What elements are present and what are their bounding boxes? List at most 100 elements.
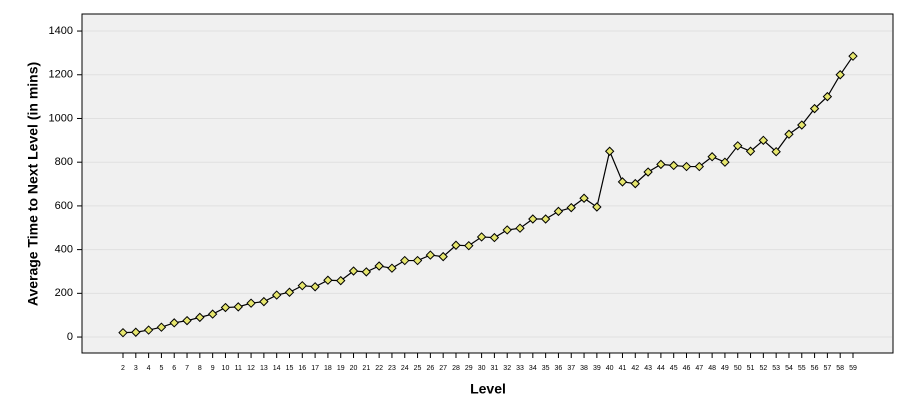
data-point xyxy=(425,250,436,260)
x-tick-label: 38 xyxy=(580,365,588,372)
data-point xyxy=(464,240,474,251)
x-tick-label: 32 xyxy=(503,365,511,372)
x-tick-label: 13 xyxy=(260,365,268,372)
x-tick-label: 8 xyxy=(198,365,202,372)
data-point xyxy=(400,255,410,266)
data-point xyxy=(694,161,705,172)
data-point xyxy=(195,312,205,323)
x-tick-label: 55 xyxy=(798,365,806,372)
x-tick-label: 17 xyxy=(311,365,319,372)
data-point xyxy=(233,302,243,312)
data-point xyxy=(617,177,628,187)
x-tick-label: 30 xyxy=(478,365,486,372)
data-point xyxy=(668,160,679,171)
data-point xyxy=(476,232,487,242)
data-point xyxy=(656,159,666,170)
data-point xyxy=(259,296,269,307)
x-tick-label: 52 xyxy=(759,365,767,372)
data-point xyxy=(143,325,154,335)
x-tick-label: 49 xyxy=(721,365,729,372)
x-tick-label: 9 xyxy=(211,365,215,372)
data-point xyxy=(374,261,384,271)
data-point xyxy=(451,240,461,250)
data-point xyxy=(310,282,320,292)
x-tick-label: 37 xyxy=(567,365,575,372)
x-axis-title: Level xyxy=(470,381,506,397)
x-tick-label: 42 xyxy=(631,365,639,372)
data-point xyxy=(182,315,192,326)
x-tick-label: 47 xyxy=(695,365,703,372)
x-tick-label: 57 xyxy=(823,365,831,372)
x-tick-label: 28 xyxy=(452,365,460,372)
data-point xyxy=(156,322,167,332)
y-tick-label: 200 xyxy=(55,287,73,299)
x-tick-label: 11 xyxy=(235,365,242,372)
data-point xyxy=(361,267,372,277)
x-tick-label: 58 xyxy=(836,365,844,372)
data-point xyxy=(387,263,397,273)
data-point xyxy=(246,298,256,308)
data-point xyxy=(592,202,602,212)
x-tick-label: 40 xyxy=(606,365,614,372)
x-tick-label: 48 xyxy=(708,365,716,372)
data-point xyxy=(720,157,730,167)
data-point xyxy=(284,287,295,297)
data-point xyxy=(169,318,179,328)
x-tick-label: 33 xyxy=(516,365,524,372)
data-point xyxy=(515,223,525,233)
x-tick-label: 35 xyxy=(542,365,550,372)
data-point xyxy=(579,193,589,203)
x-tick-label: 15 xyxy=(286,365,294,372)
x-tick-label: 14 xyxy=(273,365,281,372)
y-tick-label: 0 xyxy=(67,331,73,343)
data-point xyxy=(733,141,743,151)
y-tick-label: 600 xyxy=(55,200,73,212)
x-tick-label: 51 xyxy=(747,365,755,372)
data-point xyxy=(643,167,653,177)
x-tick-label: 53 xyxy=(772,365,780,372)
x-tick-label: 4 xyxy=(147,365,151,372)
data-point xyxy=(323,275,333,285)
data-point xyxy=(681,161,692,172)
y-tick-label: 800 xyxy=(55,156,73,168)
x-tick-label: 19 xyxy=(337,365,345,372)
x-tick-label: 25 xyxy=(414,365,422,372)
x-tick-label: 26 xyxy=(426,365,434,372)
data-point xyxy=(271,290,282,300)
x-tick-label: 39 xyxy=(593,365,601,372)
data-point xyxy=(797,120,807,130)
data-point xyxy=(131,327,141,337)
data-point xyxy=(822,91,833,102)
x-tick-label: 3 xyxy=(134,365,138,372)
x-tick-label: 18 xyxy=(324,365,332,372)
x-tick-label: 20 xyxy=(350,365,358,372)
data-point xyxy=(348,266,359,276)
y-tick-label: 1000 xyxy=(49,112,73,124)
y-tick-label: 1400 xyxy=(49,25,73,37)
data-point xyxy=(528,214,538,224)
data-point xyxy=(809,103,820,114)
x-tick-label: 34 xyxy=(529,365,537,372)
data-point xyxy=(297,280,308,291)
data-point xyxy=(220,302,231,313)
data-point xyxy=(566,202,576,213)
x-tick-label: 31 xyxy=(491,365,499,372)
data-point xyxy=(412,255,423,266)
x-tick-label: 43 xyxy=(644,365,652,372)
x-tick-label: 23 xyxy=(388,365,396,372)
x-tick-label: 21 xyxy=(362,365,370,372)
x-tick-label: 50 xyxy=(734,365,742,372)
x-tick-label: 56 xyxy=(811,365,819,372)
x-tick-label: 12 xyxy=(247,365,255,372)
data-point xyxy=(489,232,500,243)
data-point xyxy=(502,225,512,235)
x-tick-label: 45 xyxy=(670,365,678,372)
data-point xyxy=(604,146,615,156)
x-tick-label: 16 xyxy=(298,365,306,372)
data-point xyxy=(336,275,346,286)
data-point xyxy=(553,206,564,217)
data-point xyxy=(207,309,218,319)
data-point xyxy=(438,251,448,262)
x-tick-label: 7 xyxy=(185,365,189,372)
